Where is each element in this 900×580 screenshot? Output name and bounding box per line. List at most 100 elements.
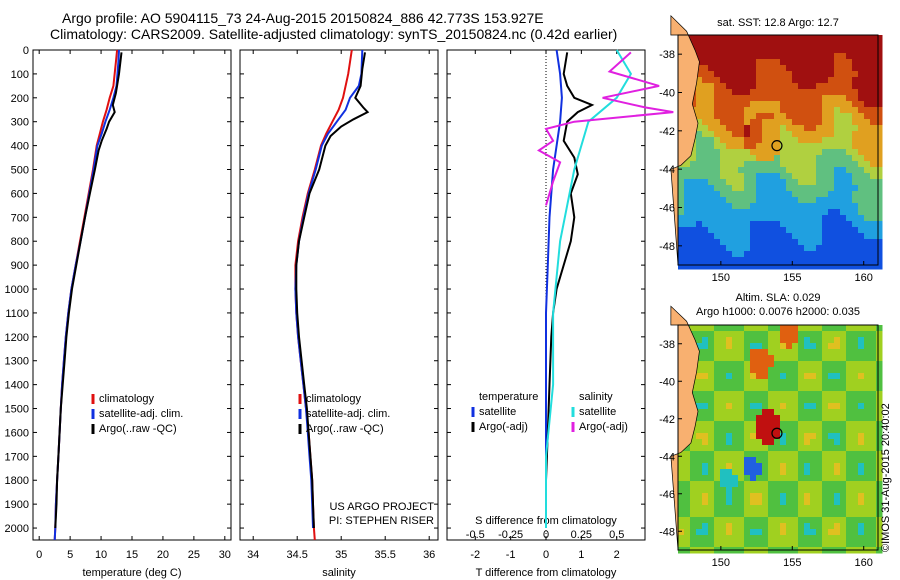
sst-map-cell: [708, 137, 715, 144]
sla-map-cell: [678, 493, 685, 500]
sst-map-cell: [822, 239, 829, 246]
sla-map-cell: [786, 421, 793, 428]
sla-map-cell: [696, 523, 703, 530]
sla-map-cell: [852, 463, 859, 470]
sst-map-cell: [690, 263, 697, 270]
sla-map-cell: [864, 535, 871, 542]
sla-map-cell: [744, 457, 751, 464]
sla-map-cell: [852, 337, 859, 344]
sst-map-cell: [798, 233, 805, 240]
sla-map-cell: [744, 439, 751, 446]
sla-map-cell: [804, 451, 811, 458]
sla-map-cell: [780, 439, 787, 446]
sst-map-cell: [870, 167, 877, 174]
sst-map-cell: [816, 203, 823, 210]
sla-map-cell: [846, 439, 853, 446]
sst-map-cell: [732, 113, 739, 120]
sla-map-cell: [834, 349, 841, 356]
sla-map-cell: [744, 331, 751, 338]
sla-map-cell: [768, 535, 775, 542]
sla-map-cell: [804, 517, 811, 524]
sla-map-cell: [756, 517, 763, 524]
sst-map-cell: [714, 83, 721, 90]
sst-map-cell: [708, 233, 715, 240]
sla-map-cell: [750, 361, 757, 368]
sla-map-cell: [792, 403, 799, 410]
sla-map-cell: [750, 487, 757, 494]
sst-map-cell: [804, 203, 811, 210]
sla-map-cell: [714, 433, 721, 440]
sst-map-cell: [828, 65, 835, 72]
sla-map-cell: [708, 457, 715, 464]
sla-map-cell: [840, 409, 847, 416]
sla-map-cell: [816, 469, 823, 476]
sst-map-cell: [768, 101, 775, 108]
sla-map-cell: [762, 331, 769, 338]
sst-map-cell: [708, 227, 715, 234]
sst-map-cell: [864, 203, 871, 210]
sst-map-cell: [702, 227, 709, 234]
sla-map-cell: [696, 403, 703, 410]
sst-map-cell: [690, 173, 697, 180]
sst-map-cell: [798, 95, 805, 102]
sla-map-cell: [756, 349, 763, 356]
sla-map-cell: [864, 325, 871, 332]
sla-map-cell: [720, 439, 727, 446]
sla-map-cell: [858, 481, 865, 488]
sst-map-cell: [870, 245, 877, 252]
sla-map-cell: [786, 487, 793, 494]
sst-map-cell: [792, 209, 799, 216]
sst-map-cell: [732, 173, 739, 180]
sla-map-cell: [756, 445, 763, 452]
sla-map-cell: [810, 391, 817, 398]
sst-map-cell: [786, 155, 793, 162]
sst-map-cell: [732, 233, 739, 240]
sla-map-cell: [762, 541, 769, 548]
sst-map-cell: [780, 257, 787, 264]
sst-map-cell: [726, 191, 733, 198]
sst-map-cell: [876, 131, 883, 138]
sla-map-cell: [792, 391, 799, 398]
sla-map-cell: [846, 457, 853, 464]
sst-map-cell: [828, 239, 835, 246]
sla-map-cell: [810, 409, 817, 416]
sst-map-cell: [750, 113, 757, 120]
sla-map-cell: [780, 493, 787, 500]
sla-map-cell: [840, 481, 847, 488]
sla-map-cell: [864, 361, 871, 368]
sst-map-cell: [714, 101, 721, 108]
sst-map-cell: [744, 173, 751, 180]
sla-map-cell: [744, 487, 751, 494]
sst-map-cell: [702, 59, 709, 66]
sla-map-cell: [846, 499, 853, 506]
sla-map-cell: [870, 439, 877, 446]
sst-map-cell: [852, 107, 859, 114]
sst-map-cell: [876, 53, 883, 60]
sst-map-cell: [804, 155, 811, 162]
sst-map-cell: [684, 233, 691, 240]
sla-map-cell: [744, 355, 751, 362]
sst-map-cell: [870, 257, 877, 264]
sst-map-cell: [696, 65, 703, 72]
sst-map-cell: [804, 245, 811, 252]
sla-map-cell: [774, 499, 781, 506]
sst-map-cell: [846, 185, 853, 192]
sst-map-cell: [840, 245, 847, 252]
sla-map-cell: [858, 367, 865, 374]
sst-map-cell: [744, 233, 751, 240]
sla-map-cell: [720, 367, 727, 374]
sst-map-cell: [786, 161, 793, 168]
sla-map-cell: [852, 355, 859, 362]
sst-map-cell: [786, 113, 793, 120]
sla-map-cell: [732, 379, 739, 386]
sst-map-cell: [876, 71, 883, 78]
sst-map-cell: [786, 137, 793, 144]
sst-map-cell: [696, 53, 703, 60]
sst-map-cell: [768, 257, 775, 264]
sla-map-cell: [696, 541, 703, 548]
sst-map-cell: [768, 161, 775, 168]
sla-map-cell: [690, 445, 697, 452]
sst-map-cell: [696, 251, 703, 258]
sst-map-cell: [786, 209, 793, 216]
sla-map-cell: [828, 427, 835, 434]
